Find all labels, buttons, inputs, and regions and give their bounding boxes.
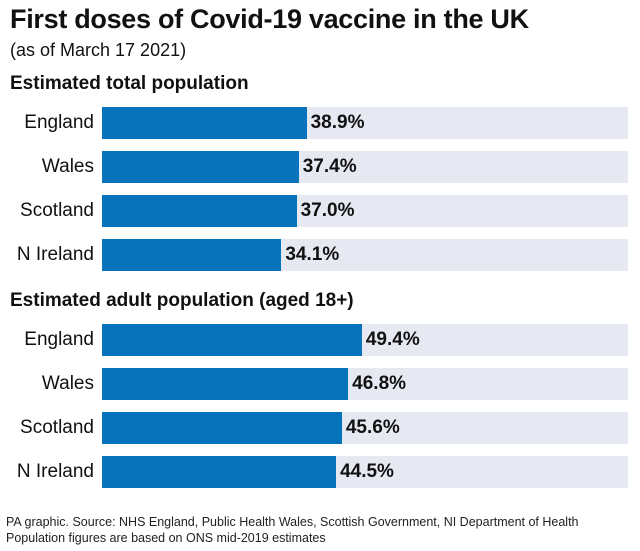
bar-track: 37.4%	[102, 151, 628, 183]
value-label: 38.9%	[310, 112, 365, 133]
bar	[102, 368, 349, 400]
bar-row: Scotland 45.6%	[0, 412, 640, 444]
category-label: Wales	[41, 373, 94, 394]
value-label: 44.5%	[340, 461, 394, 482]
value-label: 46.8%	[352, 373, 407, 394]
bar-row: Scotland 37.0%	[0, 195, 640, 227]
source-line: PA graphic. Source: NHS England, Public …	[6, 515, 579, 529]
bar-row: N Ireland 34.1%	[0, 239, 640, 271]
bar-row: England 38.9%	[0, 107, 640, 139]
bar	[102, 151, 299, 183]
section-title: Estimated total population	[10, 73, 249, 94]
population-note: Population figures are based on ONS mid-…	[6, 531, 326, 545]
bar	[102, 107, 307, 139]
bar	[102, 412, 342, 444]
value-label: 37.4%	[302, 156, 357, 177]
chart-subtitle: (as of March 17 2021)	[10, 40, 187, 60]
chart-title: First doses of Covid-19 vaccine in the U…	[10, 4, 529, 34]
bar-track: 34.1%	[102, 239, 628, 271]
bar-track: 45.6%	[102, 412, 628, 444]
section-title: Estimated adult population (aged 18+)	[10, 290, 354, 311]
bar-row: Wales 37.4%	[0, 151, 640, 183]
bar-track: 49.4%	[102, 324, 628, 356]
value-label: 34.1%	[285, 244, 340, 265]
bar	[102, 456, 337, 488]
bar-track: 38.9%	[102, 107, 628, 139]
bar-row: Wales 46.8%	[0, 368, 640, 400]
category-label: Wales	[41, 156, 94, 177]
category-label: Scotland	[20, 200, 94, 221]
bar	[102, 239, 282, 271]
category-label: England	[24, 329, 94, 350]
value-label: 45.6%	[345, 417, 400, 438]
category-label: N Ireland	[16, 461, 94, 482]
bar	[102, 324, 362, 356]
bar-row: England 49.4%	[0, 324, 640, 356]
category-label: Scotland	[20, 417, 94, 438]
value-label: 49.4%	[365, 329, 420, 350]
bar	[102, 195, 297, 227]
bar-track: 44.5%	[102, 456, 628, 488]
bar-track: 37.0%	[102, 195, 628, 227]
category-label: N Ireland	[16, 244, 94, 265]
source-note: PA graphic. Source: NHS England, Public …	[6, 514, 579, 546]
category-label: England	[24, 112, 94, 133]
bar-track: 46.8%	[102, 368, 628, 400]
bar-row: N Ireland 44.5%	[0, 456, 640, 488]
value-label: 37.0%	[300, 200, 355, 221]
